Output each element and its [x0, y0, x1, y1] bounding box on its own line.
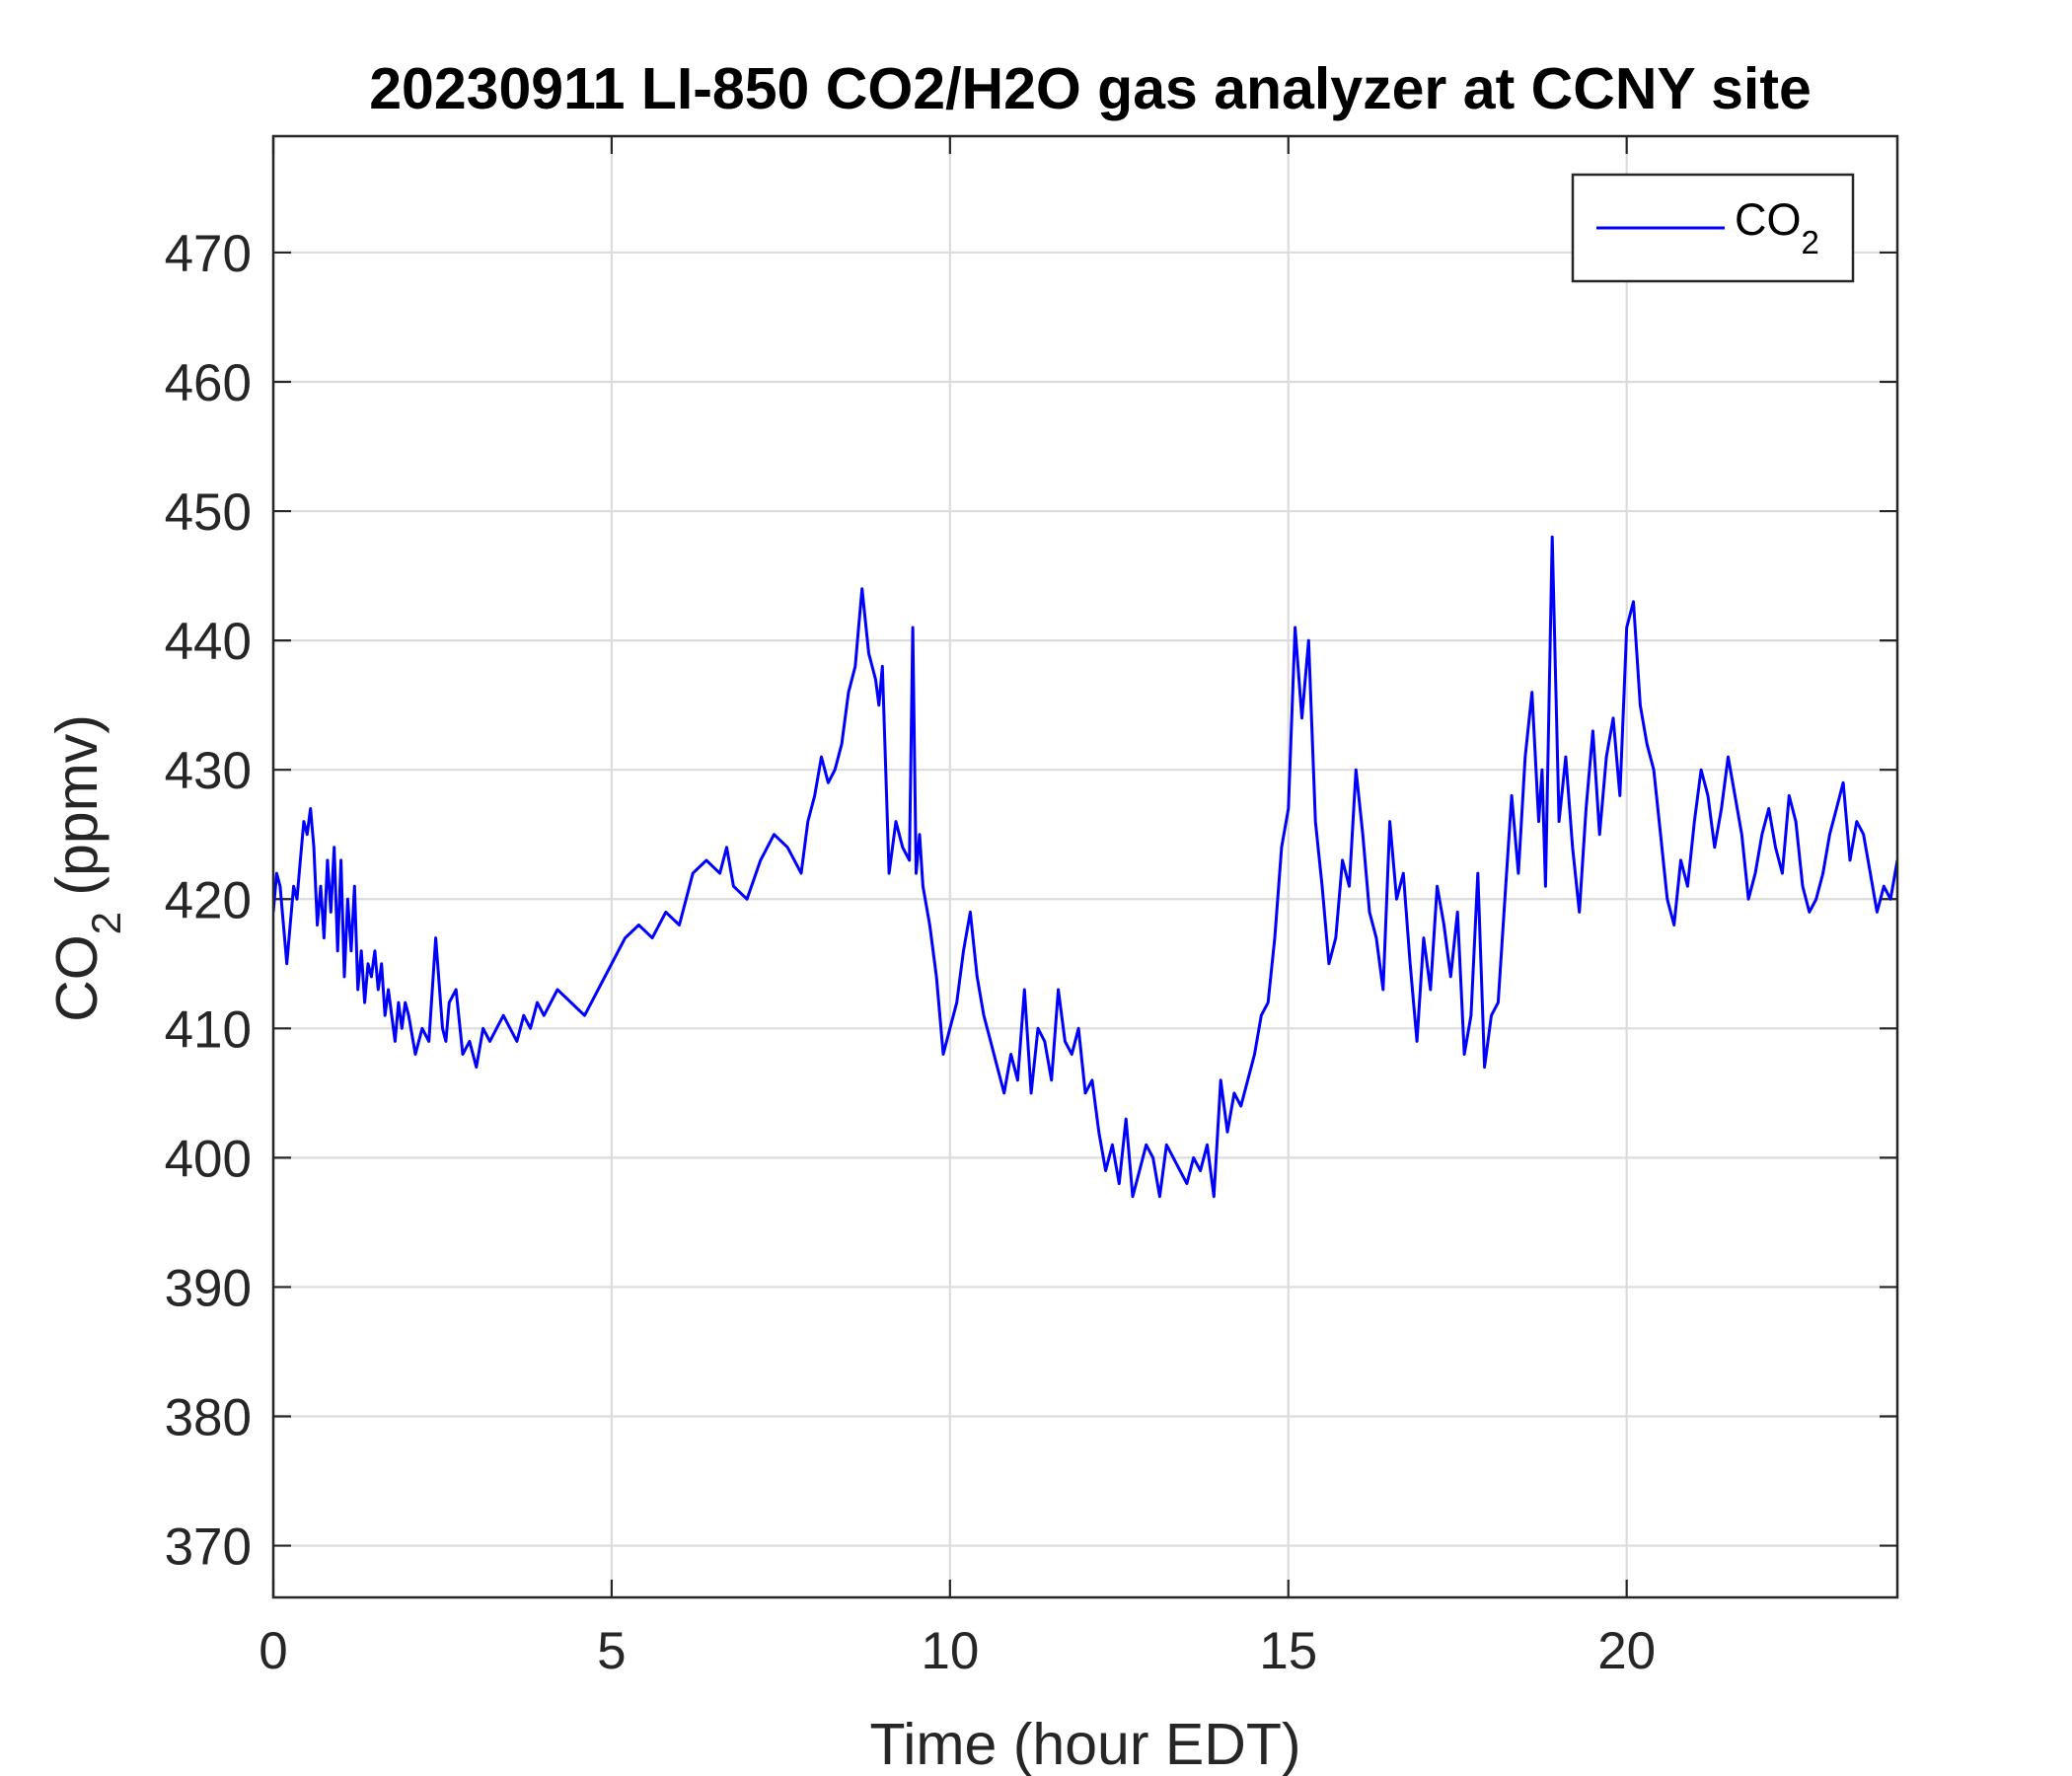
y-tick-label: 440	[165, 613, 252, 671]
legend: CO2	[1571, 173, 1855, 283]
y-tick-label: 380	[165, 1389, 252, 1447]
axis-ticks: 370 380 390 400 410 420 430 440 450 460 470 0 5 10 15 2…	[165, 136, 1897, 1680]
y-tick-label: 420	[165, 871, 252, 929]
y-tick-label: 430	[165, 742, 252, 800]
legend-entry-co2: CO2	[1735, 194, 1819, 260]
y-axis-label: CO2 (ppmv)	[44, 714, 129, 1022]
legend-label-main: CO	[1735, 194, 1802, 245]
y-tick-label: 460	[165, 354, 252, 412]
y-tick-label: 370	[165, 1518, 252, 1577]
legend-label-sub: 2	[1802, 224, 1819, 260]
y-tick-label: 470	[165, 225, 252, 283]
y-tick-label: 410	[165, 1000, 252, 1059]
x-tick-label: 5	[597, 1622, 626, 1680]
y-tick-label: 450	[165, 483, 252, 542]
y-axis-label-suffix: (ppmv)	[44, 714, 110, 912]
x-tick-label: 10	[921, 1622, 979, 1680]
y-tick-label: 390	[165, 1259, 252, 1317]
y-axis-label-sub: 2	[83, 912, 129, 934]
x-tick-label: 20	[1597, 1622, 1656, 1680]
series-line-co2	[273, 535, 1897, 1199]
x-tick-label: 0	[259, 1622, 287, 1680]
plot-frame	[271, 134, 1899, 1599]
chart-title: 20230911 LI-850 CO2/H2O gas analyzer at …	[369, 56, 1812, 121]
x-axis-label: Time (hour EDT)	[869, 1712, 1300, 1776]
y-tick-label: 400	[165, 1130, 252, 1188]
x-tick-label: 15	[1259, 1622, 1317, 1680]
y-axis-label-main: CO	[44, 934, 110, 1022]
